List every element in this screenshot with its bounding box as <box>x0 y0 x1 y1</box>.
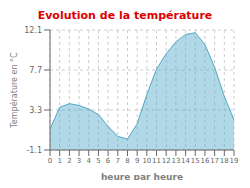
svg-text:8: 8 <box>125 157 129 165</box>
svg-text:-1.1: -1.1 <box>26 146 42 155</box>
svg-text:4: 4 <box>87 157 92 165</box>
svg-text:9: 9 <box>135 157 139 165</box>
svg-text:5: 5 <box>96 157 100 165</box>
svg-text:7: 7 <box>116 157 120 165</box>
svg-text:12.1: 12.1 <box>24 26 42 35</box>
svg-text:3.3: 3.3 <box>29 106 42 115</box>
svg-text:14: 14 <box>181 157 190 165</box>
svg-text:12: 12 <box>162 157 171 165</box>
svg-text:1: 1 <box>57 157 61 165</box>
svg-text:17: 17 <box>210 157 219 165</box>
svg-text:16: 16 <box>200 157 209 165</box>
svg-text:11: 11 <box>152 157 161 165</box>
svg-text:3: 3 <box>77 157 81 165</box>
svg-text:15: 15 <box>191 157 200 165</box>
html-text:Evolution de la température: Evolution de la température <box>37 9 213 22</box>
svg-text:7.7: 7.7 <box>29 66 42 75</box>
svg-text:18: 18 <box>220 157 229 165</box>
svg-text:19: 19 <box>230 157 239 165</box>
svg-text:13: 13 <box>171 157 180 165</box>
svg-text:2: 2 <box>67 157 71 165</box>
svg-text:0: 0 <box>48 157 52 165</box>
svg-text:heure par heure: heure par heure <box>101 172 183 180</box>
svg-text:10: 10 <box>142 157 151 165</box>
svg-text:Température en °C: Température en °C <box>9 52 19 129</box>
svg-text:6: 6 <box>106 157 111 165</box>
